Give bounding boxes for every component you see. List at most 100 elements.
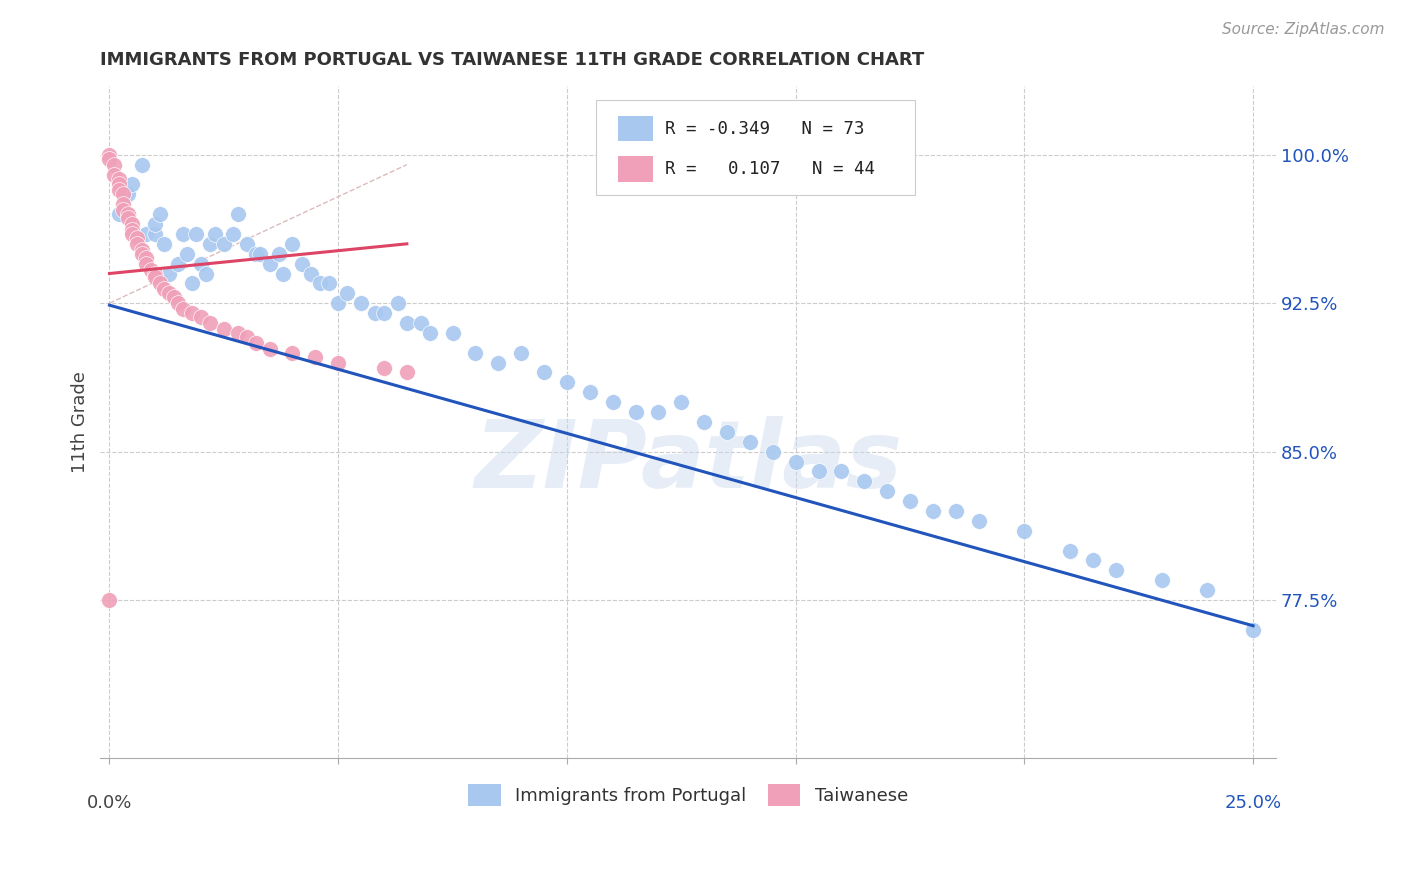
- Point: [1059, 543, 1081, 558]
- Point: [281, 236, 304, 251]
- Point: [194, 267, 217, 281]
- Point: [281, 345, 304, 359]
- Point: [222, 227, 245, 241]
- Point: [830, 464, 852, 478]
- Point: [441, 326, 464, 340]
- Point: [409, 316, 432, 330]
- Point: [624, 405, 647, 419]
- Point: [1081, 553, 1104, 567]
- Point: [153, 282, 176, 296]
- Point: [176, 246, 198, 260]
- Point: [876, 484, 898, 499]
- Point: [107, 207, 129, 221]
- Point: [131, 158, 153, 172]
- Point: [395, 366, 418, 380]
- Point: [149, 277, 172, 291]
- Point: [143, 270, 166, 285]
- FancyBboxPatch shape: [617, 156, 652, 182]
- Point: [98, 148, 121, 162]
- Point: [373, 306, 395, 320]
- Point: [157, 286, 180, 301]
- Point: [172, 227, 194, 241]
- Text: 25.0%: 25.0%: [1225, 794, 1282, 812]
- Point: [336, 286, 359, 301]
- Point: [249, 246, 271, 260]
- Point: [103, 158, 125, 172]
- Point: [186, 227, 208, 241]
- Point: [1197, 583, 1219, 598]
- Text: IMMIGRANTS FROM PORTUGAL VS TAIWANESE 11TH GRADE CORRELATION CHART: IMMIGRANTS FROM PORTUGAL VS TAIWANESE 11…: [100, 51, 925, 69]
- Point: [738, 434, 761, 449]
- Point: [143, 217, 166, 231]
- Point: [464, 345, 486, 359]
- Point: [212, 322, 235, 336]
- Point: [117, 187, 139, 202]
- Point: [172, 302, 194, 317]
- Point: [131, 243, 153, 257]
- Point: [107, 171, 129, 186]
- Point: [1150, 573, 1173, 587]
- Point: [107, 178, 129, 192]
- Point: [131, 246, 153, 260]
- Point: [226, 326, 249, 340]
- Legend: Immigrants from Portugal, Taiwanese: Immigrants from Portugal, Taiwanese: [461, 777, 915, 814]
- Point: [112, 187, 135, 202]
- Point: [309, 277, 332, 291]
- Point: [533, 366, 555, 380]
- Point: [190, 310, 212, 324]
- Point: [395, 316, 418, 330]
- Point: [149, 207, 172, 221]
- Point: [204, 227, 226, 241]
- Point: [167, 296, 190, 310]
- Point: [245, 335, 267, 350]
- Point: [226, 207, 249, 221]
- Point: [299, 267, 322, 281]
- Point: [117, 207, 139, 221]
- Point: [153, 236, 176, 251]
- Point: [267, 246, 290, 260]
- Point: [198, 236, 221, 251]
- Point: [762, 444, 785, 458]
- Point: [273, 267, 295, 281]
- Point: [121, 178, 143, 192]
- Point: [785, 454, 807, 468]
- Point: [419, 326, 441, 340]
- Point: [259, 257, 281, 271]
- Text: ZIPatlas: ZIPatlas: [474, 417, 903, 508]
- FancyBboxPatch shape: [617, 116, 652, 141]
- Point: [1241, 623, 1264, 637]
- Point: [98, 152, 121, 166]
- Point: [578, 385, 600, 400]
- Point: [1105, 563, 1128, 577]
- Point: [387, 296, 409, 310]
- Y-axis label: 11th Grade: 11th Grade: [72, 371, 89, 473]
- Point: [373, 361, 395, 376]
- Point: [135, 257, 157, 271]
- Text: Source: ZipAtlas.com: Source: ZipAtlas.com: [1222, 22, 1385, 37]
- Point: [212, 236, 235, 251]
- Point: [112, 197, 135, 211]
- Point: [107, 183, 129, 197]
- Point: [143, 267, 166, 281]
- Point: [510, 345, 533, 359]
- Point: [235, 236, 257, 251]
- Point: [117, 211, 139, 226]
- Point: [898, 494, 921, 508]
- Point: [143, 227, 166, 241]
- Point: [157, 267, 180, 281]
- Point: [486, 355, 509, 369]
- Point: [112, 203, 135, 218]
- Point: [716, 425, 738, 439]
- Point: [602, 395, 624, 409]
- Point: [967, 514, 990, 528]
- Point: [190, 257, 212, 271]
- Point: [1014, 524, 1036, 538]
- Point: [139, 262, 162, 277]
- Point: [291, 257, 314, 271]
- Point: [259, 342, 281, 356]
- Point: [167, 257, 190, 271]
- Point: [318, 277, 340, 291]
- Point: [125, 231, 148, 245]
- Point: [647, 405, 669, 419]
- Point: [135, 251, 157, 265]
